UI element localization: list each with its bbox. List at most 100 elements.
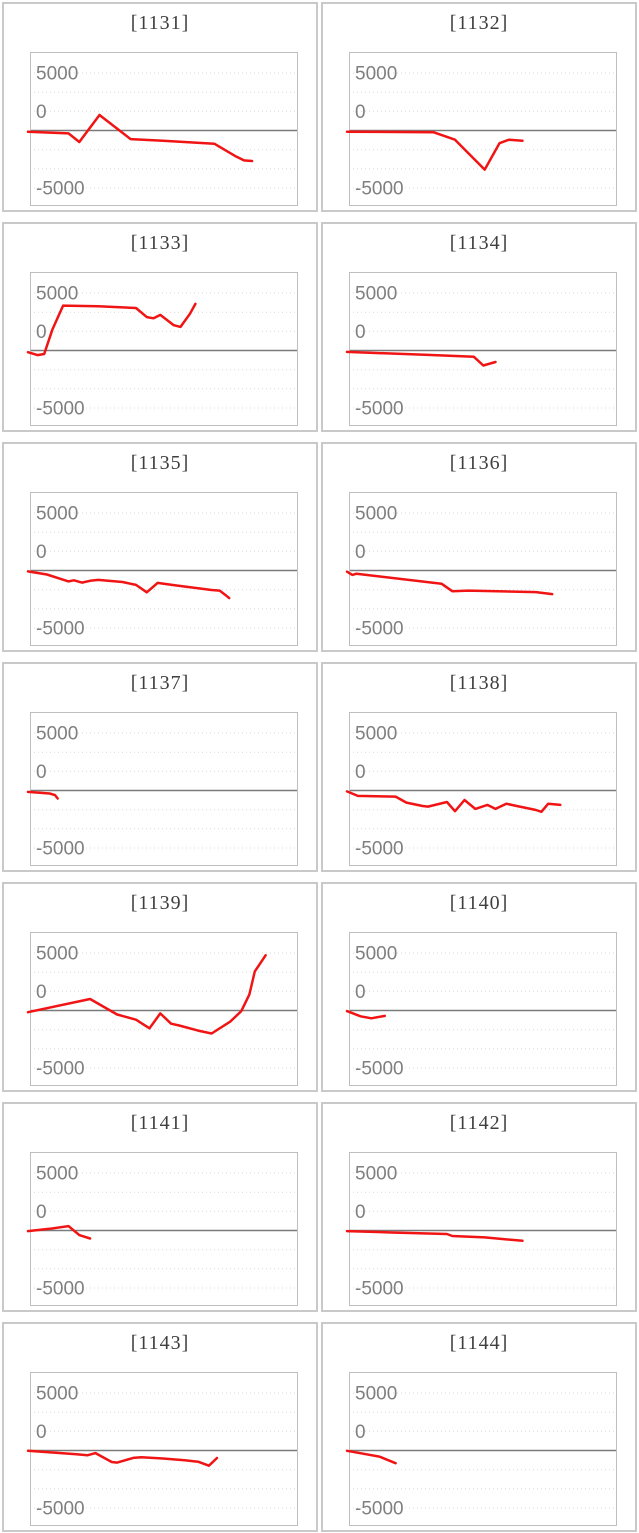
chart-card[interactable]: [1142] 5000 0 -5000 [321,1102,637,1312]
y-tick-label: -5000 [355,1279,404,1300]
chart-title: [1141] [130,1112,190,1134]
y-tick-label: 0 [36,1422,47,1443]
y-tick-label: 0 [355,322,366,343]
chart-title: [1140] [449,892,509,914]
chart-title: [1134] [449,232,509,254]
y-tick-label: 5000 [36,724,78,745]
chart-title: [1142] [449,1112,509,1134]
chart-title: [1139] [130,892,190,914]
y-tick-label: 5000 [36,64,78,85]
chart-title: [1136] [449,452,509,474]
y-tick-label: 0 [36,542,47,563]
chart-card[interactable]: [1134] 5000 0 -5000 [321,222,637,432]
chart-svg: 5000 0 -5000 [345,1152,617,1306]
plot-border [30,712,298,866]
y-tick-label: -5000 [36,1499,85,1520]
chart-plot: 5000 0 -5000 [345,1372,617,1526]
y-tick-label: 5000 [36,284,78,305]
series-line [26,570,231,600]
chart-card[interactable]: [1144] 5000 0 -5000 [321,1322,637,1532]
chart-title: [1144] [449,1332,509,1354]
y-tick-label: -5000 [355,399,404,420]
y-tick-label: 5000 [36,944,78,965]
y-tick-label: 5000 [355,284,397,305]
y-tick-label: 5000 [355,504,397,525]
chart-svg: 5000 0 -5000 [26,932,298,1086]
chart-card[interactable]: [1133] 5000 0 -5000 [2,222,318,432]
chart-svg: 5000 0 -5000 [26,492,298,646]
series-line [345,1009,387,1020]
chart-card[interactable]: [1139] 5000 0 -5000 [2,882,318,1092]
y-tick-label: -5000 [36,1279,85,1300]
series-line [26,954,267,1035]
chart-card[interactable]: [1135] 5000 0 -5000 [2,442,318,652]
chart-plot: 5000 0 -5000 [26,932,298,1086]
chart-svg: 5000 0 -5000 [345,272,617,426]
plot-border [349,712,617,866]
chart-title: [1132] [449,12,509,34]
chart-plot: 5000 0 -5000 [345,52,617,206]
chart-card[interactable]: [1140] 5000 0 -5000 [321,882,637,1092]
chart-svg: 5000 0 -5000 [345,492,617,646]
chart-plot: 5000 0 -5000 [26,1372,298,1526]
chart-plot: 5000 0 -5000 [345,492,617,646]
chart-plot: 5000 0 -5000 [345,272,617,426]
y-tick-label: -5000 [36,399,85,420]
chart-card[interactable]: [1138] 5000 0 -5000 [321,662,637,872]
chart-card[interactable]: [1143] 5000 0 -5000 [2,1322,318,1532]
plot-border [30,272,298,426]
y-tick-label: 0 [36,762,47,783]
y-tick-label: 0 [355,542,366,563]
series-line [26,1224,92,1240]
plot-border [30,492,298,646]
chart-card[interactable]: [1137] 5000 0 -5000 [2,662,318,872]
y-tick-label: -5000 [355,619,404,640]
y-tick-label: -5000 [36,619,85,640]
y-tick-label: 5000 [36,1164,78,1185]
plot-border [349,52,617,206]
y-tick-label: 0 [355,762,366,783]
chart-card[interactable]: [1131] 5000 0 -5000 [2,2,318,212]
series-line [26,1449,219,1467]
series-line [345,350,497,367]
y-tick-label: 0 [36,322,47,343]
y-tick-label: 0 [355,1422,366,1443]
series-line [26,113,254,163]
plot-border [349,272,617,426]
chart-title: [1131] [130,12,190,34]
plot-border [349,1372,617,1526]
chart-title: [1135] [130,452,190,474]
y-tick-label: -5000 [355,179,404,200]
y-tick-label: 0 [355,1202,366,1223]
series-line [345,790,562,814]
chart-svg: 5000 0 -5000 [26,1372,298,1526]
y-tick-label: 0 [36,982,47,1003]
y-tick-label: -5000 [36,1059,85,1080]
plot-border [349,932,617,1086]
series-line [26,790,59,800]
chart-title: [1137] [130,672,190,694]
chart-card[interactable]: [1136] 5000 0 -5000 [321,442,637,652]
chart-title: [1138] [449,672,509,694]
y-tick-label: 5000 [355,1164,397,1185]
chart-plot: 5000 0 -5000 [26,1152,298,1306]
chart-svg: 5000 0 -5000 [345,1372,617,1526]
chart-card[interactable]: [1141] 5000 0 -5000 [2,1102,318,1312]
series-line [345,570,554,596]
chart-svg: 5000 0 -5000 [26,1152,298,1306]
chart-card[interactable]: [1132] 5000 0 -5000 [321,2,637,212]
plot-border [349,492,617,646]
series-line [26,302,197,357]
y-tick-label: -5000 [36,839,85,860]
chart-plot: 5000 0 -5000 [345,1152,617,1306]
chart-plot: 5000 0 -5000 [345,712,617,866]
chart-plot: 5000 0 -5000 [26,52,298,206]
series-line [345,130,524,171]
chart-title: [1133] [130,232,190,254]
chart-svg: 5000 0 -5000 [26,52,298,206]
y-tick-label: -5000 [36,179,85,200]
chart-svg: 5000 0 -5000 [26,272,298,426]
chart-svg: 5000 0 -5000 [345,932,617,1086]
y-tick-label: -5000 [355,1499,404,1520]
